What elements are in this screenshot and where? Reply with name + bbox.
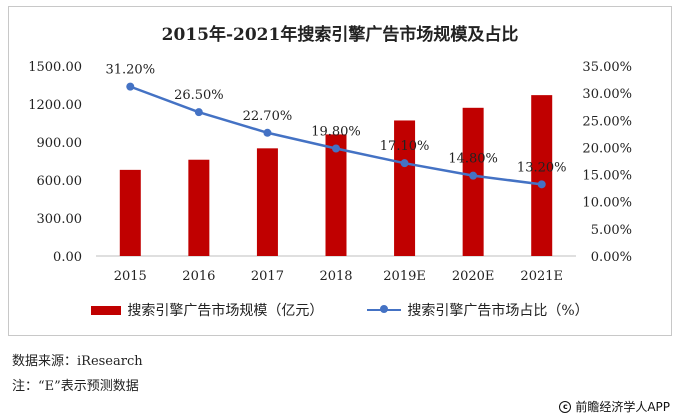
chart-legend: 搜索引擎广告市场规模（亿元） 搜索引擎广告市场占比（%） xyxy=(0,300,680,320)
share-data-label: 31.20% xyxy=(105,63,155,78)
y-right-tick-label: 30.00% xyxy=(582,87,632,102)
share-point xyxy=(126,82,135,91)
bar xyxy=(119,169,141,256)
legend-bar-swatch xyxy=(91,305,122,315)
copyright-icon: c xyxy=(559,400,572,413)
y-right-tick-label: 10.00% xyxy=(582,196,632,211)
y-right-tick-label: 25.00% xyxy=(582,114,632,129)
share-data-label: 17.10% xyxy=(380,139,430,154)
watermark: c 前瞻经济学人APP xyxy=(559,398,670,415)
bar xyxy=(462,107,484,256)
share-data-label: 13.20% xyxy=(517,160,567,175)
y-right-tick-label: 0.00% xyxy=(591,250,632,265)
share-data-label: 19.80% xyxy=(311,125,361,140)
y-left-tick-label: 900.00 xyxy=(37,136,83,151)
source-note: 数据来源：iResearch xyxy=(12,354,143,369)
share-point xyxy=(537,180,546,189)
bar xyxy=(394,120,416,256)
x-tick-label: 2020E xyxy=(452,269,495,284)
share-point xyxy=(400,159,409,168)
y-left-tick-label: 300.00 xyxy=(37,212,83,227)
bar xyxy=(325,134,347,256)
chart-title: 2015年-2021年搜索引擎广告市场规模及占比 xyxy=(161,25,519,45)
y-right-tick-label: 5.00% xyxy=(591,223,632,238)
x-tick-label: 2017 xyxy=(251,269,284,284)
share-data-label: 14.80% xyxy=(448,152,498,167)
x-tick-label: 2015 xyxy=(114,269,147,284)
share-point xyxy=(332,144,340,153)
legend-line-label: 搜索引擎广告市场占比（%） xyxy=(407,303,589,319)
y-right-tick-label: 35.00% xyxy=(582,60,632,75)
y-right-tick-label: 15.00% xyxy=(582,169,632,184)
share-point xyxy=(469,171,478,180)
x-tick-label: 2021E xyxy=(520,269,563,284)
y-left-tick-label: 1500.00 xyxy=(28,60,82,75)
y-left-tick-label: 0.00 xyxy=(53,250,82,265)
bar xyxy=(188,159,210,256)
share-data-label: 26.50% xyxy=(174,88,224,103)
bar xyxy=(256,148,278,256)
y-left-tick-label: 1200.00 xyxy=(28,98,82,113)
x-tick-label: 2018 xyxy=(319,269,352,284)
watermark-text: 前瞻经济学人APP xyxy=(575,400,670,414)
y-left-tick-label: 600.00 xyxy=(37,174,83,189)
share-point xyxy=(194,108,203,117)
legend-item-line: 搜索引擎广告市场占比（%） xyxy=(367,300,589,320)
share-data-label: 22.70% xyxy=(243,109,293,124)
x-tick-label: 2019E xyxy=(383,269,426,284)
x-tick-label: 2016 xyxy=(182,269,215,284)
legend-line-swatch xyxy=(367,305,402,315)
legend-item-bar: 搜索引擎广告市场规模（亿元） xyxy=(91,300,323,320)
legend-bar-label: 搜索引擎广告市场规模（亿元） xyxy=(127,303,324,319)
bar xyxy=(531,95,553,256)
share-point xyxy=(263,128,272,137)
y-right-tick-label: 20.00% xyxy=(582,141,632,156)
estimate-note: 注：“E”表示预测数据 xyxy=(12,379,139,394)
chart-plot: 0.00 300.00 600.00 900.00 1200.00 1500.00 0.00… xyxy=(28,60,632,284)
